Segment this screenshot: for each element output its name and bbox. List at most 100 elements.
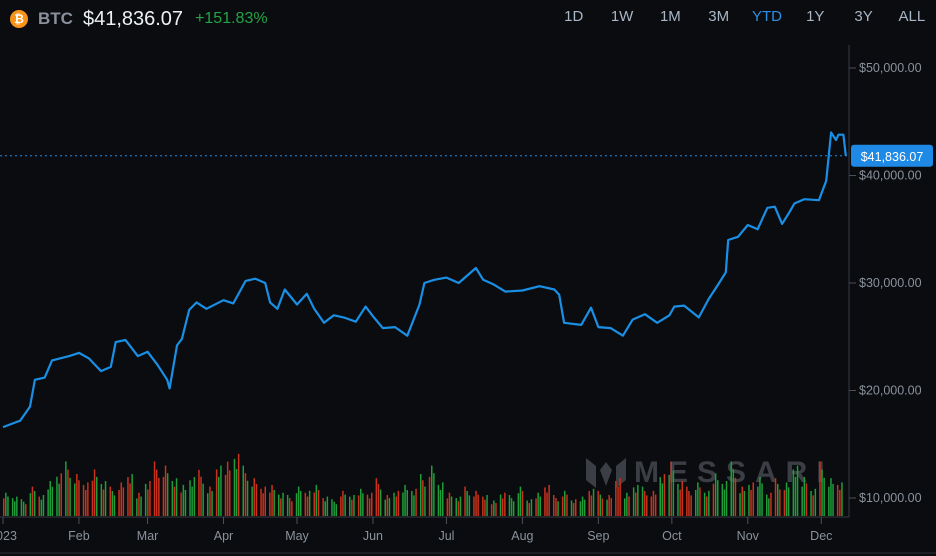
volume-bar	[581, 496, 584, 516]
volume-bar	[384, 499, 386, 516]
volume-bar	[371, 492, 373, 516]
volume-bar	[457, 501, 460, 516]
volume-bar	[286, 495, 289, 516]
volume-bar	[526, 500, 528, 516]
volume-bar	[703, 492, 706, 516]
x-tick-label: Jun	[363, 529, 383, 543]
volume-bar	[420, 474, 422, 516]
volume-bar	[144, 483, 147, 516]
x-tick-label: May	[285, 529, 309, 543]
range-1y[interactable]: 1Y	[806, 8, 825, 25]
volume-bar	[191, 486, 193, 516]
price-line	[2, 131, 847, 429]
volume-bar	[777, 483, 779, 516]
volume-bar	[823, 477, 825, 516]
volume-bar	[508, 495, 511, 516]
volume-bar	[235, 469, 238, 516]
y-tick-label: $50,000.00	[859, 61, 922, 75]
volume-bar	[548, 484, 550, 516]
range-all[interactable]: ALL	[898, 8, 926, 25]
volume-bar	[14, 501, 16, 516]
volume-bar	[484, 499, 486, 516]
x-tick-label: Aug	[511, 529, 533, 543]
volume-bar	[198, 469, 200, 516]
volume-bar	[572, 503, 575, 516]
volume-bar	[326, 496, 329, 516]
volume-bar	[377, 483, 380, 516]
volume-bar	[537, 492, 539, 516]
range-1m[interactable]: 1M	[659, 8, 681, 25]
volume-bar	[566, 494, 568, 516]
volume-bar	[404, 484, 406, 516]
volume-bar	[608, 495, 610, 516]
volume-bar	[766, 494, 768, 516]
range-3m[interactable]: 3M	[708, 8, 730, 25]
volume-bar	[741, 486, 743, 516]
volume-bar	[439, 490, 442, 516]
volume-bar	[246, 480, 249, 516]
volume-bar	[803, 477, 806, 516]
volume-bar	[47, 489, 49, 516]
range-3y[interactable]: 3Y	[854, 8, 873, 25]
range-1d[interactable]: 1D	[564, 8, 584, 25]
volume-bar	[841, 482, 843, 516]
volume-bar	[812, 495, 814, 516]
volume-bar	[100, 483, 103, 516]
volume-bar	[233, 458, 236, 516]
y-tick-label: $20,000.00	[859, 384, 922, 398]
volume-bar	[448, 492, 451, 516]
volume-bar	[714, 473, 717, 516]
volume-bar	[175, 478, 178, 516]
volume-bar	[313, 492, 315, 516]
volume-bar	[424, 486, 426, 516]
volume-bar	[129, 483, 131, 516]
volume-bar	[415, 488, 417, 516]
volume-bar	[830, 478, 832, 516]
range-ytd[interactable]: YTD	[751, 8, 782, 25]
volume-bar	[752, 482, 754, 516]
volume-bar	[794, 476, 797, 516]
volume-bar	[606, 499, 608, 516]
volume-bar	[688, 491, 690, 516]
volume-bar	[211, 491, 213, 516]
volume-bar	[690, 495, 692, 516]
volume-bar	[353, 495, 355, 516]
volume-bar	[743, 491, 746, 516]
volume-bar	[153, 461, 156, 516]
volume-bar	[362, 493, 364, 516]
volume-bar	[624, 498, 626, 516]
volume-bar	[207, 493, 209, 516]
volume-bar	[663, 474, 666, 516]
volume-bar	[617, 486, 619, 516]
volume-bar	[357, 495, 360, 516]
volume-bar	[58, 483, 60, 516]
volume-bar	[25, 504, 27, 516]
volume-bar	[253, 478, 255, 516]
volume-bar	[335, 504, 337, 516]
volume-bar	[708, 490, 710, 516]
volume-bar	[87, 482, 89, 516]
volume-bar	[85, 490, 87, 516]
volume-bar	[677, 483, 679, 516]
volume-bar	[431, 465, 433, 516]
volume-bar	[652, 490, 655, 516]
volume-bar	[787, 487, 790, 516]
volume-bar	[136, 498, 138, 516]
volume-bar	[681, 481, 683, 516]
volume-bar	[138, 492, 140, 516]
volume-bar	[699, 487, 701, 516]
bitcoin-icon: ₿	[10, 10, 28, 28]
range-1w[interactable]: 1W	[610, 8, 634, 25]
volume-bar	[792, 469, 795, 516]
volume-bar	[82, 484, 85, 516]
volume-bar	[93, 469, 96, 516]
volume-bar	[340, 496, 342, 516]
volume-bar	[706, 496, 708, 516]
volume-bar	[768, 498, 770, 516]
volume-bar	[344, 494, 346, 516]
volume-bar	[734, 477, 737, 516]
volume-bar	[96, 476, 98, 516]
volume-bar	[102, 489, 105, 516]
